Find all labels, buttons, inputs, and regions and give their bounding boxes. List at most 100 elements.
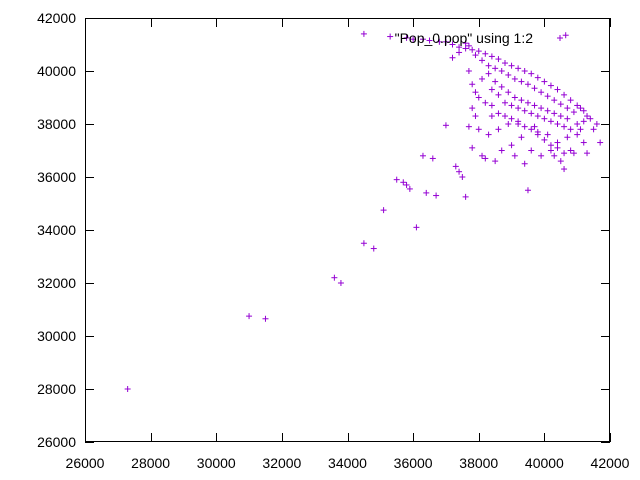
data-point xyxy=(521,107,528,114)
data-point xyxy=(492,65,499,72)
data-point xyxy=(534,131,541,138)
data-point xyxy=(498,83,505,90)
data-point xyxy=(502,60,508,67)
data-point xyxy=(472,52,479,59)
y-tick-label: 42000 xyxy=(37,10,76,26)
data-point xyxy=(528,126,535,133)
data-point xyxy=(246,313,253,320)
x-tick-label: 36000 xyxy=(394,455,433,471)
data-point xyxy=(449,41,456,48)
y-tick-label: 34000 xyxy=(37,222,76,238)
data-point xyxy=(403,181,410,188)
data-point xyxy=(495,110,502,117)
data-point xyxy=(469,46,476,53)
data-point xyxy=(508,142,515,149)
data-point xyxy=(462,45,469,52)
data-point xyxy=(442,122,449,129)
data-point xyxy=(561,166,568,173)
y-tick-label: 30000 xyxy=(37,328,76,344)
y-tick-label: 38000 xyxy=(37,116,76,132)
data-point xyxy=(511,94,518,101)
data-point xyxy=(593,121,600,127)
data-point xyxy=(337,280,344,286)
data-point xyxy=(485,131,492,138)
data-point xyxy=(521,123,528,130)
data-point xyxy=(475,48,482,55)
data-point xyxy=(505,89,512,96)
data-point xyxy=(492,78,499,85)
data-point xyxy=(488,86,495,93)
y-axis: 26000 28000 30000 32000 34000 36000 38000 40000… xyxy=(37,10,610,450)
data-point xyxy=(502,99,508,106)
data-point xyxy=(551,110,558,117)
data-point xyxy=(570,150,577,157)
data-point xyxy=(547,147,554,154)
data-point xyxy=(492,158,499,165)
data-point xyxy=(534,74,541,81)
y-tick-label: 28000 xyxy=(37,381,76,397)
data-point xyxy=(554,139,561,146)
data-point xyxy=(426,37,433,44)
data-point xyxy=(479,57,486,64)
data-point xyxy=(580,107,587,114)
data-point xyxy=(465,68,472,74)
data-point xyxy=(495,126,502,133)
data-point xyxy=(488,53,495,60)
data-point xyxy=(262,315,269,322)
data-point xyxy=(442,38,449,45)
data-point xyxy=(475,126,482,133)
data-point xyxy=(544,107,551,114)
data-point xyxy=(534,113,541,120)
data-point xyxy=(400,179,407,186)
data-point xyxy=(574,131,581,138)
data-point xyxy=(544,93,551,100)
data-point xyxy=(567,97,574,104)
data-point xyxy=(495,91,502,98)
data-point xyxy=(410,36,417,43)
data-point xyxy=(370,245,377,252)
data-point xyxy=(482,99,489,106)
legend-label: "Pop_0.pop" using 1:2 xyxy=(395,30,534,46)
data-point xyxy=(462,193,469,200)
data-point xyxy=(482,50,489,57)
plot-frame xyxy=(85,18,610,442)
data-point xyxy=(531,85,538,92)
data-point xyxy=(590,126,597,133)
data-point xyxy=(419,36,426,43)
data-point xyxy=(587,115,594,122)
data-point xyxy=(557,158,564,165)
data-point xyxy=(456,49,463,56)
data-point xyxy=(567,126,574,133)
data-point xyxy=(508,102,515,109)
data-point xyxy=(554,121,561,127)
data-point xyxy=(419,152,426,159)
x-tick-label: 40000 xyxy=(525,455,564,471)
data-point xyxy=(479,75,486,82)
data-point xyxy=(429,155,436,162)
data-point xyxy=(488,102,495,109)
data-point xyxy=(570,109,577,116)
data-point xyxy=(508,115,515,122)
data-point xyxy=(557,113,564,120)
data-point xyxy=(472,113,479,120)
data-point xyxy=(511,75,518,82)
data-point xyxy=(538,89,545,96)
data-point xyxy=(449,54,456,61)
data-point xyxy=(124,386,131,392)
legend-marker xyxy=(557,35,563,41)
data-point xyxy=(561,91,568,98)
data-point xyxy=(580,118,587,125)
data-point xyxy=(380,207,387,214)
data-point xyxy=(544,131,551,138)
data-point xyxy=(574,121,581,127)
data-point xyxy=(541,78,548,85)
data-point xyxy=(469,105,476,112)
data-point xyxy=(564,105,571,112)
y-tick-label: 40000 xyxy=(37,63,76,79)
data-point xyxy=(538,105,545,112)
data-point xyxy=(485,70,492,77)
data-point xyxy=(557,101,564,108)
data-point xyxy=(469,81,476,88)
data-point xyxy=(521,68,528,74)
